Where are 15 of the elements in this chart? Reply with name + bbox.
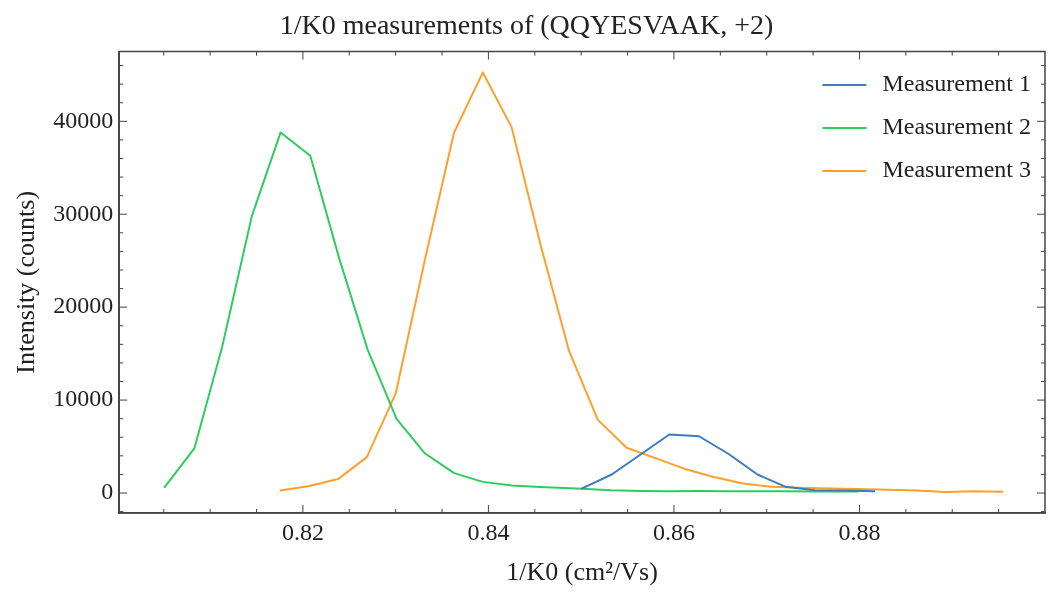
legend-label: Measurement 3 bbox=[882, 156, 1032, 183]
legend-label: Measurement 2 bbox=[882, 113, 1032, 140]
x-tick-label: 0.88 bbox=[838, 518, 881, 545]
y-tick-label: 20000 bbox=[53, 292, 114, 319]
y-tick-label: 10000 bbox=[53, 385, 114, 412]
y-tick-label: 0 bbox=[101, 478, 114, 505]
x-tick-label: 0.84 bbox=[467, 518, 510, 545]
y-tick-label: 40000 bbox=[53, 106, 114, 133]
x-tick-label: 0.86 bbox=[652, 518, 695, 545]
y-tick-label: 30000 bbox=[53, 199, 114, 226]
legend-label: Measurement 1 bbox=[882, 70, 1032, 97]
x-axis-title: 1/K0 (cm²/Vs) bbox=[506, 557, 658, 587]
x-tick-label: 0.82 bbox=[281, 518, 324, 545]
y-axis-title: Intensity (counts) bbox=[11, 190, 41, 374]
chart-title: 1/K0 measurements of (QQYESVAAK, +2) bbox=[279, 9, 774, 41]
